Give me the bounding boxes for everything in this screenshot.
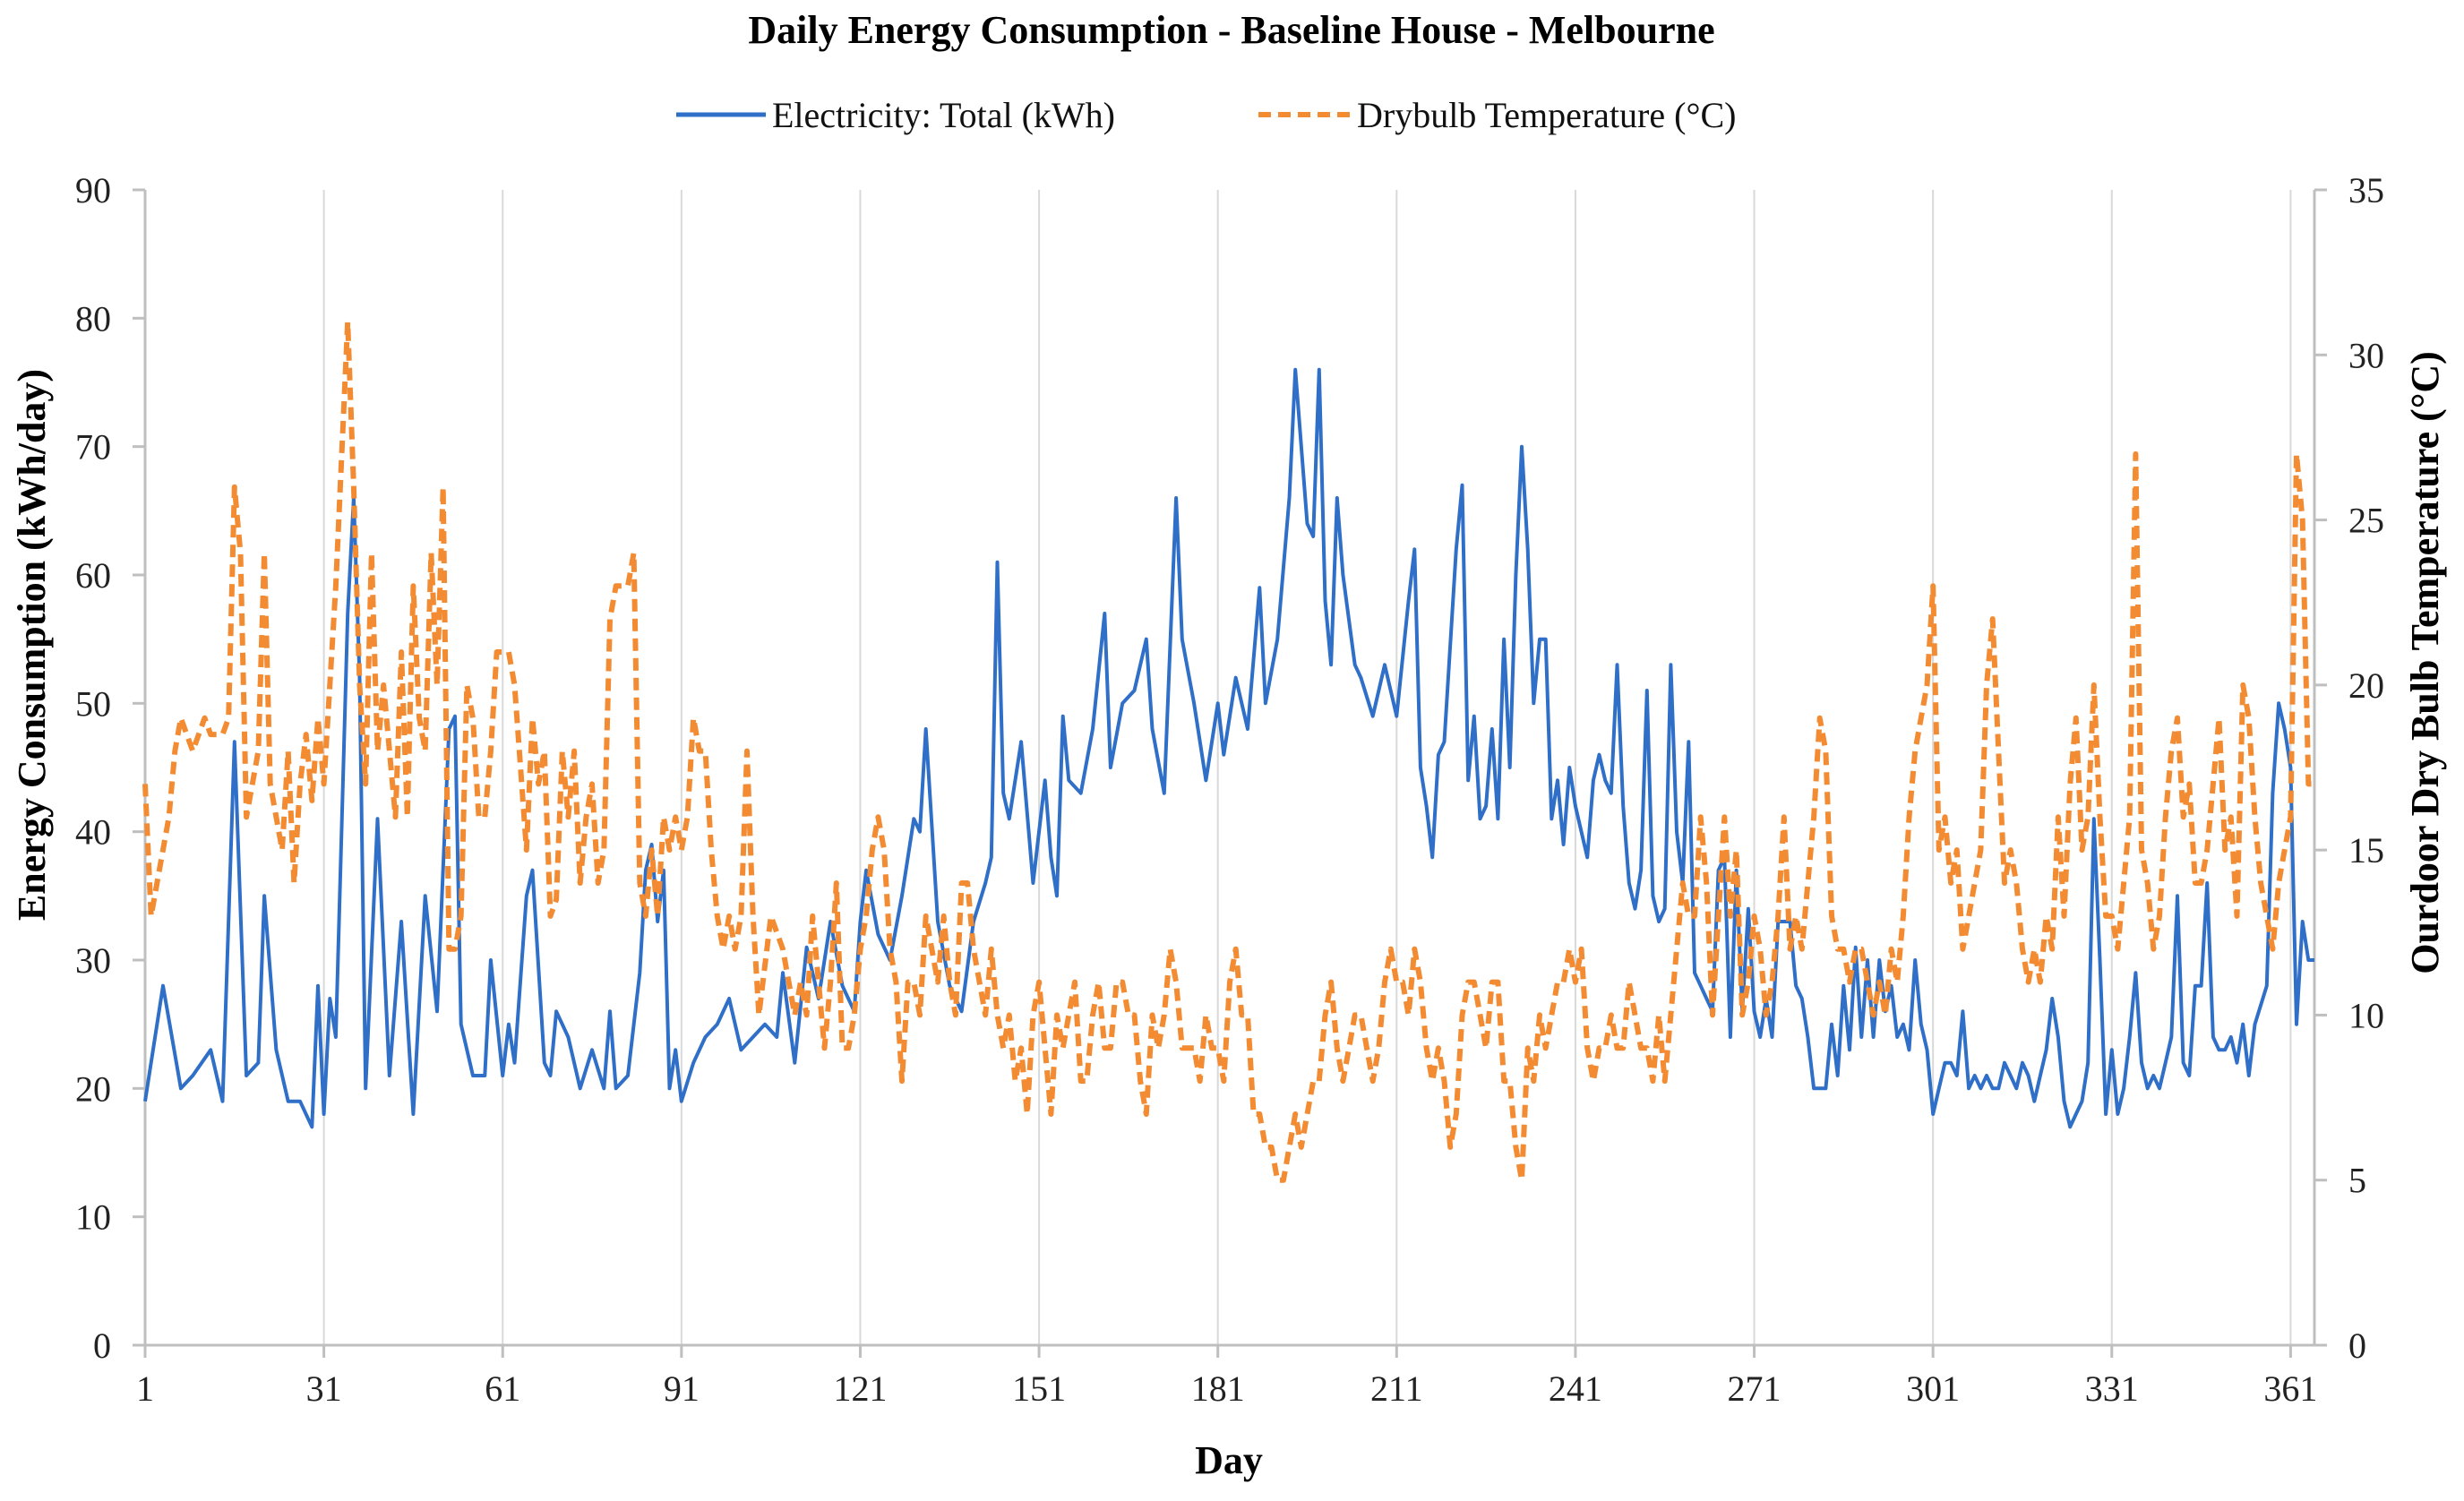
series-line-temperature [142,319,2314,1183]
series-layer [142,319,2314,1183]
y-tick-label-20: 20 [75,1068,111,1109]
x-tick-label-271: 271 [1728,1368,1781,1409]
x-tick-label-331: 331 [2085,1368,2139,1409]
legend-label-temperature: Drybulb Temperature (°C) [1357,95,1736,135]
y-tick-label-50: 50 [75,683,111,724]
x-tick-label-31: 31 [306,1368,342,1409]
x-tick-label-91: 91 [664,1368,700,1409]
chart-title: Daily Energy Consumption - Baseline Hous… [748,8,1714,52]
ticks-layer: 1 31 61 91 121 151 181 211 241 271 301 331 361 0 10 20 3… [75,170,2384,1409]
y2-tick-label-10: 10 [2348,995,2384,1035]
y2-axis-title: Ourdoor Dry Bulb Temperature (°C) [2403,351,2447,974]
x-tick-label-151: 151 [1012,1368,1066,1409]
y-tick-label-0: 0 [93,1325,111,1366]
x-tick-label-61: 61 [485,1368,520,1409]
y-tick-label-80: 80 [75,298,111,339]
y-tick-label-70: 70 [75,427,111,467]
y-tick-label-10: 10 [75,1197,111,1238]
y-tick-label-30: 30 [75,940,111,981]
x-tick-label-361: 361 [2263,1368,2317,1409]
x-axis-title: Day [1195,1438,1263,1482]
legend-label-electricity: Electricity: Total (kWh) [772,95,1115,135]
grid-layer [144,190,2315,1345]
y2-tick-label-20: 20 [2348,665,2384,706]
y2-tick-label-30: 30 [2348,335,2384,375]
x-tick-label-241: 241 [1549,1368,1602,1409]
y2-tick-label-15: 15 [2348,830,2384,871]
legend: Electricity: Total (kWh) Drybulb Tempera… [676,95,1736,135]
y2-tick-label-25: 25 [2348,501,2384,541]
x-tick-label-121: 121 [833,1368,887,1409]
y-axis-title: Energy Consumption (kWh/day) [10,369,54,921]
y2-tick-label-0: 0 [2348,1325,2366,1366]
y-tick-label-90: 90 [75,170,111,210]
y2-tick-label-5: 5 [2348,1161,2366,1201]
series-line-electricity [143,367,2314,1129]
x-tick-label-1: 1 [136,1368,154,1409]
y-tick-label-60: 60 [75,555,111,596]
y-tick-label-40: 40 [75,812,111,853]
y2-tick-label-35: 35 [2348,170,2384,210]
axes-layer [143,190,2316,1347]
x-tick-label-301: 301 [1906,1368,1960,1409]
x-tick-label-211: 211 [1370,1368,1423,1409]
x-tick-label-181: 181 [1191,1368,1245,1409]
